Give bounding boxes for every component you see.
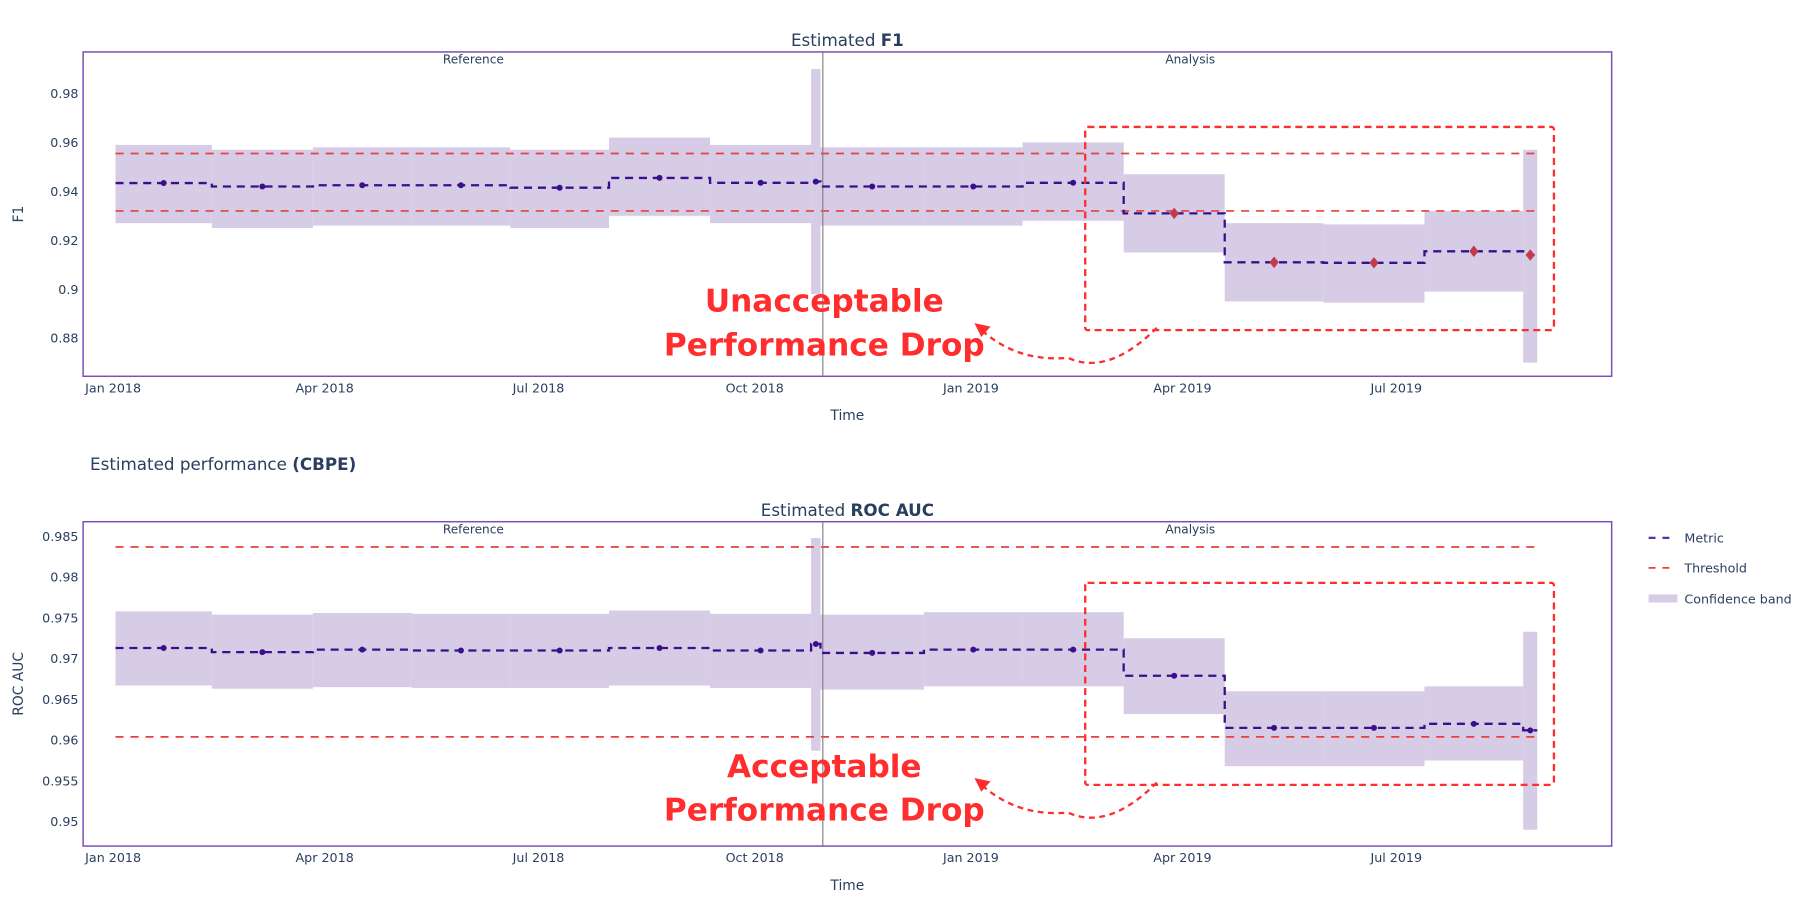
annotation-arrow (978, 781, 1158, 819)
y-tick-label: 0.9 (58, 282, 78, 297)
x-tick-label: Jul 2018 (512, 850, 565, 865)
metric-point-11 (1171, 672, 1178, 679)
metric-point-3 (457, 647, 464, 654)
metric-point-2 (359, 182, 366, 189)
metric-point-8 (869, 183, 876, 190)
alert-marker-13 (1369, 257, 1379, 269)
roc-auc-chart: Estimated ROC AUC Reference Analysis 0.95 0.… (11, 500, 1613, 894)
metric-point-6 (757, 647, 764, 654)
legend-item-threshold[interactable]: Threshold (1648, 561, 1747, 576)
period-label-analysis: Analysis (1165, 522, 1215, 536)
alert-marker-15 (1525, 249, 1535, 261)
chart-title-bold: ROC AUC (851, 500, 934, 520)
alert-marker-11 (1169, 207, 1179, 220)
metric-point-9 (970, 646, 977, 653)
x-tick-label: Oct 2018 (726, 380, 784, 395)
y-tick-label: 0.88 (50, 331, 78, 346)
metric-point-4 (556, 184, 563, 191)
metric-point-7 (812, 178, 819, 185)
annotation-arrow (978, 326, 1158, 365)
metric-point-10 (1070, 179, 1077, 186)
legend-metric-label: Metric (1684, 530, 1723, 545)
y-tick-label: 0.95 (50, 814, 78, 829)
metric-point-5 (656, 174, 663, 181)
metric-point-3 (457, 182, 464, 189)
x-tick-label: Apr 2018 (296, 380, 354, 395)
metric-line (115, 642, 1538, 732)
metric-point-1 (259, 649, 266, 656)
annotation-arrowhead-icon (974, 323, 991, 338)
annotation-line-2: Performance Drop (664, 793, 985, 829)
y-axis-label: F1 (11, 206, 27, 223)
period-label-analysis: Analysis (1165, 52, 1215, 66)
metric-point-6 (757, 179, 764, 186)
metric-point-10 (1070, 646, 1077, 653)
metric-point-13 (1370, 724, 1377, 731)
annotation-line-1: Acceptable (727, 749, 922, 785)
annotation-box (1084, 581, 1556, 787)
f1-chart: Estimated F1 Reference Analysis 0.88 0.9 0.92… (11, 30, 1613, 424)
period-label-reference: Reference (443, 52, 504, 66)
metric-point-12 (1271, 724, 1278, 731)
x-tick-label: Apr 2018 (296, 850, 354, 865)
x-tick-label: Jan 2019 (942, 850, 999, 865)
metric-point-9 (970, 183, 977, 190)
legend: Metric Threshold Confidence band (1648, 530, 1792, 607)
annotation-arrowhead-icon (974, 777, 991, 792)
x-tick-label: Jan 2019 (942, 380, 999, 395)
legend-item-confidence-band[interactable]: Confidence band (1648, 592, 1792, 607)
annotation-box (1084, 125, 1556, 332)
y-tick-label: 0.975 (42, 610, 78, 625)
x-tick-label: Jan 2018 (84, 380, 141, 395)
metric-point-4 (556, 647, 563, 654)
metric-point-14 (1470, 720, 1477, 727)
metric-point-7 (812, 640, 819, 647)
x-axis-label: Time (829, 878, 864, 894)
y-tick-label: 0.92 (50, 233, 78, 248)
y-axis-label: ROC AUC (11, 652, 27, 716)
y-tick-label: 0.98 (50, 86, 78, 101)
chart-title-prefix: Estimated (791, 30, 881, 50)
x-tick-label: Apr 2019 (1153, 850, 1211, 865)
metric-point-0 (160, 645, 167, 652)
x-axis-label: Time (829, 408, 864, 424)
x-tick-label: Jul 2019 (1369, 380, 1422, 395)
annotation-line-1: Unacceptable (705, 284, 944, 320)
period-label-reference: Reference (443, 522, 504, 536)
metric-point-2 (359, 646, 366, 653)
y-tick-label: 0.97 (50, 651, 78, 666)
section-title: Estimated performance (CBPE) (90, 454, 356, 474)
metric-line (115, 176, 1538, 264)
metric-point-0 (160, 180, 167, 187)
metric-point-1 (259, 183, 266, 190)
x-tick-label: Jul 2019 (1369, 850, 1422, 865)
metric-point-15 (1527, 727, 1534, 734)
metric-point-8 (869, 649, 876, 656)
chart-title: Estimated F1 (791, 30, 904, 50)
legend-item-metric[interactable]: Metric (1648, 530, 1724, 545)
x-tick-label: Oct 2018 (726, 850, 784, 865)
chart-title-bold: F1 (881, 30, 904, 50)
metric-point-5 (656, 645, 663, 652)
y-tick-label: 0.98 (50, 570, 78, 585)
y-tick-label: 0.985 (42, 529, 78, 544)
legend-threshold-label: Threshold (1683, 561, 1747, 576)
chart-title-prefix: Estimated (761, 500, 851, 520)
alert-marker-14 (1469, 245, 1479, 258)
annotation-line-2: Performance Drop (664, 328, 985, 364)
y-tick-label: 0.955 (42, 773, 78, 788)
x-tick-label: Jan 2018 (84, 850, 141, 865)
legend-band-swatch (1648, 594, 1678, 603)
x-tick-label: Apr 2019 (1153, 380, 1211, 395)
plot-frame (82, 51, 1613, 378)
chart-title: Estimated ROC AUC (761, 500, 934, 520)
plot-frame (82, 520, 1613, 847)
y-tick-label: 0.96 (50, 733, 78, 748)
y-tick-label: 0.94 (50, 184, 78, 199)
legend-band-label: Confidence band (1684, 592, 1791, 607)
x-tick-label: Jul 2018 (512, 380, 565, 395)
y-tick-label: 0.965 (42, 692, 78, 707)
y-tick-label: 0.96 (50, 135, 78, 150)
